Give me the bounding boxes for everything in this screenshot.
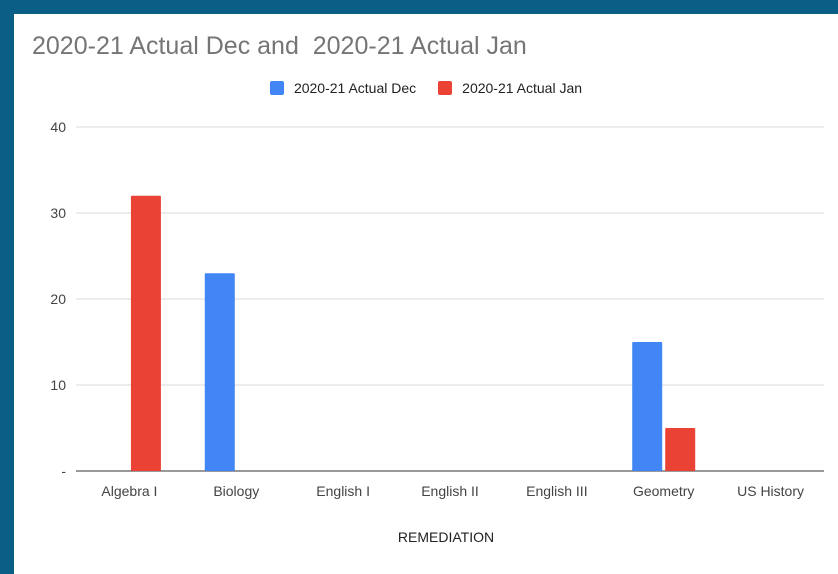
y-tick-label: 30	[50, 205, 66, 221]
y-tick-label: 20	[50, 291, 66, 307]
bar-jan-algebra-i	[131, 196, 161, 471]
x-tick-label: Biology	[213, 483, 259, 499]
x-tick-label: English III	[526, 483, 587, 499]
x-tick-label: English II	[421, 483, 479, 499]
chart-card: 2020-21 Actual Dec and 2020-21 Actual Ja…	[14, 14, 838, 574]
x-tick-label: English I	[316, 483, 370, 499]
bar-chart: - 10 20 30 40 Algebra I Biology English I Englis…	[14, 14, 838, 574]
y-tick-label: 40	[50, 119, 66, 135]
y-tick-label: -	[61, 463, 66, 479]
x-tick-label: Geometry	[633, 483, 694, 499]
bar-dec-biology	[205, 273, 235, 471]
x-tick-label: Algebra I	[101, 483, 157, 499]
bar-dec-geometry	[632, 342, 662, 471]
x-axis-title: REMEDIATION	[398, 529, 494, 545]
x-tick-label: US History	[737, 483, 804, 499]
y-tick-label: 10	[50, 377, 66, 393]
bar-jan-geometry	[665, 428, 695, 471]
